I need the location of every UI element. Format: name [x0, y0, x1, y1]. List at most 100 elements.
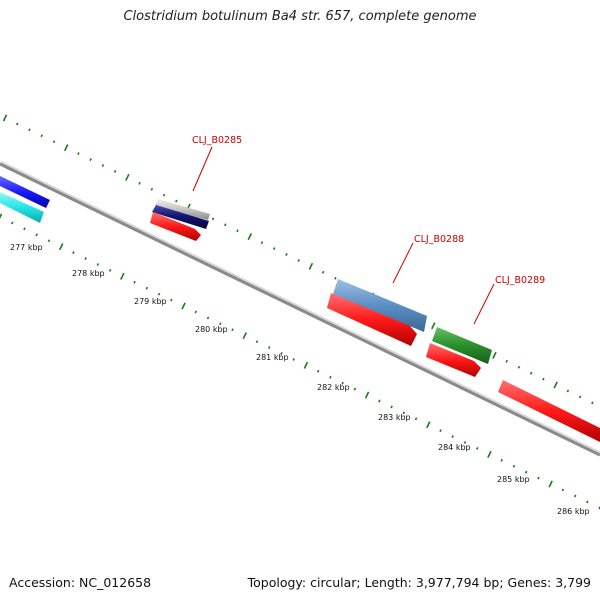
gene-arrow-blue — [0, 176, 50, 208]
minor-tick — [512, 464, 516, 468]
minor-tick — [341, 381, 344, 385]
scale-label: 283 kbp — [378, 413, 411, 422]
minor-tick — [529, 371, 533, 375]
minor-tick — [47, 239, 51, 243]
gene-label: CLJ_B0288 — [414, 234, 464, 245]
minor-tick — [475, 447, 479, 450]
major-tick — [63, 144, 69, 152]
minor-tick — [591, 401, 594, 405]
scale-label: 286 kbp — [557, 507, 590, 516]
minor-tick — [334, 276, 337, 280]
minor-tick — [218, 322, 222, 326]
genome-backbone — [0, 160, 600, 457]
major-tick — [120, 272, 125, 280]
minor-tick — [206, 316, 210, 320]
major-tick — [426, 421, 431, 429]
minor-tick — [280, 352, 283, 355]
major-tick — [242, 332, 248, 340]
scale-label: 284 kbp — [438, 443, 471, 452]
scale-label: 280 kbp — [195, 325, 228, 334]
minor-tick — [40, 134, 43, 138]
minor-tick — [561, 488, 565, 492]
gene-arrow-red — [327, 293, 417, 346]
major-tick — [0, 213, 3, 219]
minor-tick — [72, 251, 75, 255]
minor-tick — [84, 257, 87, 260]
gene-label: CLJ_B0289 — [495, 275, 545, 286]
minor-tick — [255, 340, 259, 344]
minor-tick — [517, 365, 521, 369]
minor-tick — [573, 494, 577, 498]
minor-tick — [500, 458, 503, 462]
minor-tick — [170, 298, 173, 302]
minor-tick — [113, 169, 117, 173]
minor-tick — [329, 375, 332, 379]
outer-tick-track — [2, 114, 594, 405]
gene-arrow-red — [150, 212, 201, 241]
accession-text: Accession: NC_012658 — [9, 575, 152, 590]
major-tick — [308, 262, 314, 270]
minor-tick — [231, 328, 234, 332]
minor-tick — [292, 358, 295, 361]
major-tick — [125, 173, 130, 181]
major-tick — [431, 322, 436, 330]
minor-tick — [586, 500, 589, 504]
scale-labels: 277 kbp 278 kbp 279 kbp 280 kbp 281 kbp … — [10, 243, 590, 516]
scale-label: 281 kbp — [256, 353, 289, 362]
gene-arrow-steelblue — [333, 279, 427, 332]
gene-labels: CLJ_B0285 CLJ_B0288 CLJ_B0289 — [192, 135, 545, 286]
minor-tick — [321, 270, 325, 274]
minor-tick — [542, 377, 545, 381]
minor-tick — [353, 387, 357, 391]
minor-tick — [316, 369, 320, 373]
scale-label: 278 kbp — [72, 269, 105, 278]
map-title: Clostridium botulinum Ba4 str. 657, comp… — [123, 9, 477, 24]
minor-tick — [15, 122, 19, 126]
minor-tick — [23, 227, 26, 231]
major-tick — [181, 302, 186, 310]
minor-tick — [566, 389, 570, 393]
gene-arrow-cyan — [0, 192, 44, 223]
minor-tick — [223, 223, 227, 227]
scale-label: 279 kbp — [134, 297, 167, 306]
minor-tick — [272, 247, 276, 250]
minor-tick — [451, 435, 455, 439]
minor-tick — [194, 310, 198, 314]
minor-tick — [162, 193, 166, 197]
inner-tick-track — [0, 213, 600, 510]
scale-label: 282 kbp — [317, 383, 350, 392]
minor-tick — [463, 441, 467, 444]
gene-label: CLJ_B0285 — [192, 135, 242, 146]
reverse-strand-features — [150, 212, 600, 442]
gene-arrow-red — [498, 380, 600, 442]
minor-tick — [35, 233, 38, 237]
minor-tick — [150, 187, 154, 191]
major-tick — [487, 450, 492, 458]
minor-tick — [28, 128, 31, 132]
gene-arrow-green — [432, 327, 492, 364]
minor-tick — [578, 395, 582, 399]
minor-tick — [402, 411, 406, 415]
minor-tick — [537, 476, 540, 480]
gene-arrow-red — [426, 343, 481, 377]
minor-tick — [133, 280, 136, 284]
minor-tick — [101, 164, 105, 167]
minor-tick — [145, 286, 149, 290]
minor-tick — [175, 199, 178, 203]
major-tick — [364, 391, 370, 399]
scale-label: 285 kbp — [497, 475, 530, 484]
minor-tick — [236, 229, 239, 233]
minor-tick — [297, 259, 300, 262]
minor-tick — [439, 429, 442, 433]
minor-tick — [108, 268, 112, 272]
genome-summary-text: Topology: circular; Length: 3,977,794 bp… — [247, 575, 591, 590]
minor-tick — [10, 221, 14, 225]
minor-tick — [414, 417, 418, 421]
major-tick — [303, 361, 309, 369]
major-tick — [553, 381, 558, 389]
major-tick — [58, 243, 64, 251]
minor-tick — [52, 140, 56, 144]
minor-tick — [260, 241, 264, 245]
major-tick — [492, 351, 497, 359]
